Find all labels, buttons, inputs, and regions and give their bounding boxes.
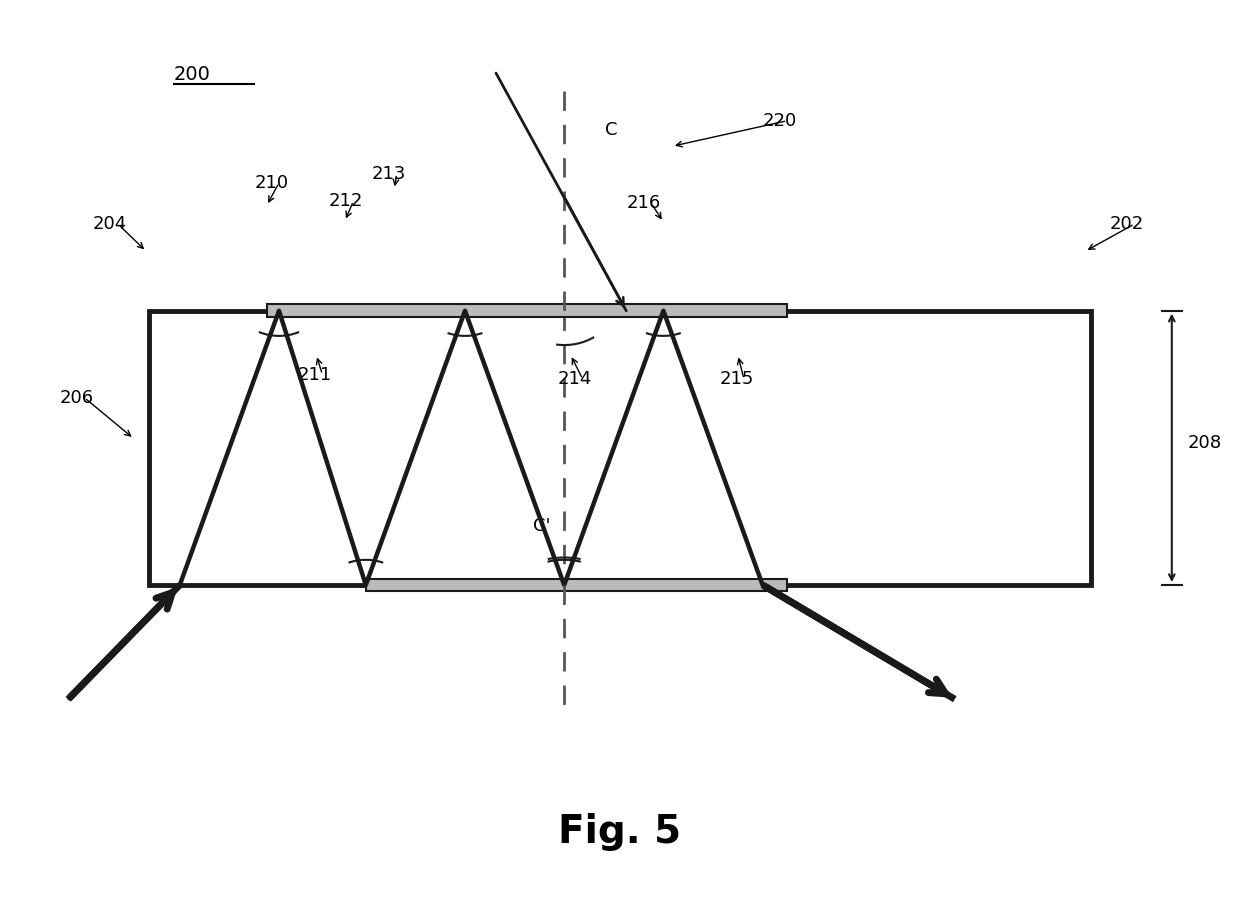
Text: 216: 216 <box>626 194 661 212</box>
Text: 211: 211 <box>298 366 332 384</box>
Bar <box>267 304 787 317</box>
Text: 204: 204 <box>93 215 128 233</box>
Text: Fig. 5: Fig. 5 <box>558 813 682 851</box>
Text: 208: 208 <box>1188 434 1223 452</box>
Text: 214: 214 <box>558 370 593 388</box>
Text: C: C <box>605 121 618 139</box>
Text: 206: 206 <box>60 388 94 407</box>
Text: 212: 212 <box>329 192 363 210</box>
Text: 202: 202 <box>1110 215 1145 233</box>
Text: 200: 200 <box>174 66 211 84</box>
Text: C': C' <box>533 516 551 535</box>
Text: 210: 210 <box>254 174 289 192</box>
Text: 215: 215 <box>719 370 754 388</box>
Bar <box>149 311 1091 585</box>
Text: 213: 213 <box>372 165 407 183</box>
Bar <box>366 579 787 591</box>
Text: 220: 220 <box>763 112 797 130</box>
